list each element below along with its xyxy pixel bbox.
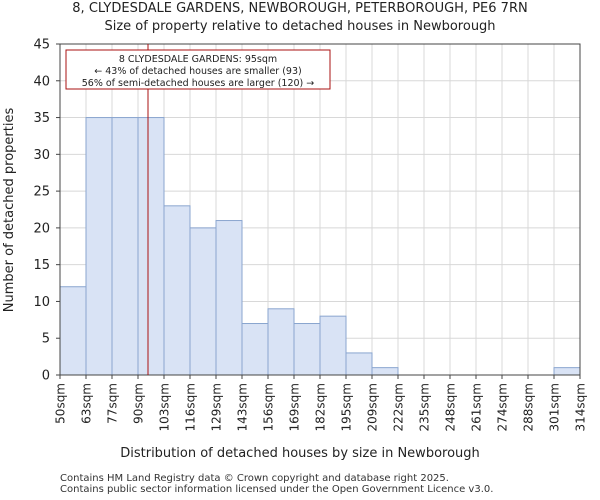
histogram-chart: 0 5 10 15 20 25 30 35 40 45 50sqm 63sqm 77sqm 90sqm 1… (2, 38, 588, 462)
y-tick-label: 0 (42, 369, 50, 384)
annotation-box (65, 49, 331, 90)
y-tick-label: 15 (33, 258, 50, 273)
x-tick-label: 63sqm (80, 383, 94, 424)
bar (267, 308, 295, 376)
bar (371, 367, 399, 376)
annotation-line-1: 8 CLYDESDALE GARDENS: 95sqm (119, 54, 277, 65)
chart-title: 8, CLYDESDALE GARDENS, NEWBOROUGH, PETER… (72, 1, 528, 16)
y-tick-label: 45 (33, 38, 50, 53)
bar (553, 367, 581, 376)
x-tick-label: 261sqm (470, 383, 484, 431)
bar (85, 117, 113, 376)
x-tick-label: 103sqm (158, 383, 172, 431)
x-tick-label: 235sqm (418, 383, 432, 431)
y-tick-label: 30 (33, 148, 50, 163)
bar (59, 286, 87, 376)
bar (345, 352, 373, 376)
x-tick-label: 195sqm (340, 383, 354, 431)
x-tick-label: 90sqm (132, 383, 146, 424)
x-tick-label: 314sqm (574, 383, 588, 431)
x-tick-label: 116sqm (184, 383, 198, 431)
bar (111, 117, 139, 376)
bar (189, 227, 217, 376)
x-axis-label: Distribution of detached houses by size … (120, 446, 480, 461)
x-tick-label: 169sqm (288, 383, 302, 431)
x-tick-label: 143sqm (236, 383, 250, 431)
x-tick-label: 209sqm (366, 383, 380, 431)
x-tick-label: 274sqm (496, 383, 510, 431)
annotation-line-2: ← 43% of detached houses are smaller (93… (94, 66, 301, 77)
x-tick-label: 50sqm (54, 383, 68, 424)
bar (293, 323, 321, 376)
y-tick-label: 20 (33, 221, 50, 236)
x-tick-label: 248sqm (444, 383, 458, 431)
y-tick-label: 40 (33, 74, 50, 89)
x-tick-label: 222sqm (392, 383, 406, 431)
bar (215, 220, 243, 376)
x-tick-label: 301sqm (548, 383, 562, 431)
x-tick-label: 129sqm (210, 383, 224, 431)
x-tick-label: 288sqm (522, 383, 536, 431)
footer-line-2: Contains public sector information licen… (60, 484, 494, 495)
x-tick-label: 156sqm (262, 383, 276, 431)
footer-line-1: Contains HM Land Registry data © Crown c… (60, 473, 449, 484)
y-tick-label: 5 (42, 332, 50, 347)
y-tick-label: 10 (33, 295, 50, 310)
bar (163, 205, 191, 376)
bar (137, 117, 165, 376)
x-tick-label: 77sqm (106, 383, 120, 424)
x-tick-label: 182sqm (314, 383, 328, 431)
annotation-line-3: 56% of semi-detached houses are larger (… (82, 78, 315, 89)
bar (319, 315, 347, 376)
bar (241, 323, 269, 376)
y-tick-label: 35 (33, 111, 50, 126)
y-axis-label: Number of detached properties (2, 108, 17, 313)
y-tick-label: 25 (33, 185, 50, 200)
chart-subtitle: Size of property relative to detached ho… (104, 19, 496, 34)
